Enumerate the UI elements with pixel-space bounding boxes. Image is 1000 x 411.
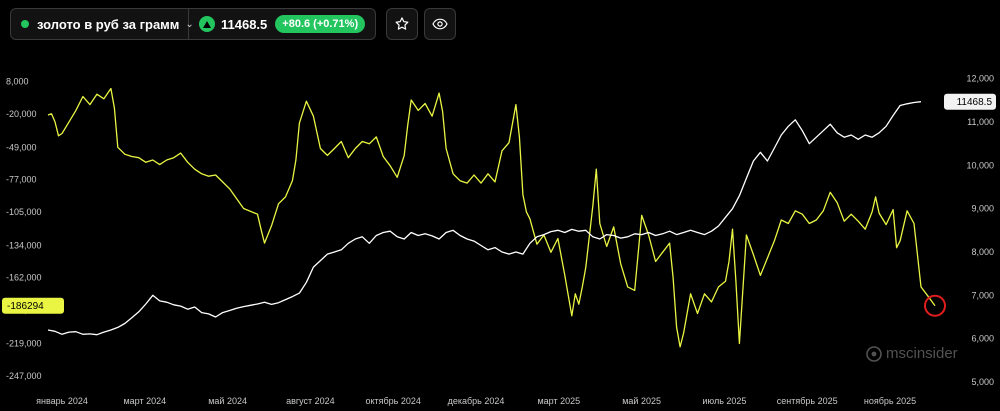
right-tick-label: 5,000 (971, 377, 994, 387)
price-area: 11468.5 +80.6 (+0.71%) (189, 9, 375, 39)
left-tick-label: -162,000 (6, 273, 42, 283)
left-tick-label: -247,000 (6, 371, 42, 381)
x-tick-label: декабрь 2024 (448, 396, 505, 406)
brand-logo-icon (866, 345, 882, 362)
left-axis: 8,000 -20,000 -49,000 -77,000 -105,000 -134,0… (6, 77, 42, 381)
x-tick-label: октябрь 2024 (365, 396, 420, 406)
right-tick-label: 11,000 (967, 117, 994, 127)
gold-price-line (47, 101, 922, 336)
toolbar: золото в руб за грамм ⌄ 11468.5 +80.6 (+… (10, 8, 457, 40)
left-current-value: -186294 (7, 301, 44, 312)
series-layer (47, 87, 936, 348)
right-tick-label: 10,000 (966, 160, 994, 170)
x-tick-label: август 2024 (286, 396, 335, 406)
x-tick-label: сентябрь 2025 (777, 396, 838, 406)
right-tick-label: 9,000 (971, 204, 994, 214)
watermark-text: mscinsider (886, 345, 958, 362)
symbol-selector[interactable]: золото в руб за грамм ⌄ (11, 9, 194, 39)
x-tick-label: июль 2025 (702, 396, 746, 406)
left-current-badge (2, 297, 64, 314)
x-tick-label: май 2025 (622, 396, 661, 406)
favorite-button[interactable] (386, 8, 419, 40)
right-current-value: 11468.5 (957, 97, 993, 108)
left-tick-label: -134,000 (6, 240, 42, 250)
left-tick-label: -49,000 (6, 142, 37, 152)
x-tick-label: март 2025 (537, 396, 580, 406)
price-value: 11468.5 (221, 16, 268, 32)
x-axis: январь 2024 март 2024 май 2024 август 2024 о… (36, 396, 916, 406)
highlight-marker (924, 294, 946, 317)
watermark: mscinsider (866, 345, 958, 362)
eye-icon (432, 18, 448, 30)
symbol-name: золото в руб за грамм (37, 16, 180, 32)
x-tick-label: май 2024 (208, 396, 247, 406)
left-tick-label: 8,000 (6, 77, 29, 87)
right-tick-label: 6,000 (971, 334, 994, 344)
x-tick-label: январь 2024 (36, 396, 88, 406)
left-tick-label: -77,000 (6, 175, 37, 185)
arrow-up-icon (199, 16, 215, 32)
watch-button[interactable] (424, 8, 457, 40)
x-tick-label: ноябрь 2025 (864, 396, 916, 406)
right-current-badge (944, 93, 996, 110)
overlay: -186294 11468.5 (2, 93, 996, 317)
left-tick-label: -20,000 (6, 109, 37, 119)
star-icon (395, 17, 409, 30)
left-tick-label: -105,000 (6, 207, 42, 217)
symbol-box: золото в руб за грамм ⌄ 11468.5 +80.6 (+… (10, 8, 377, 40)
status-dot (21, 20, 29, 28)
right-tick-label: 7,000 (971, 290, 994, 300)
left-tick-label: -219,000 (6, 338, 42, 348)
chevron-down-icon: ⌄ (185, 18, 194, 30)
x-tick-label: март 2024 (123, 396, 166, 406)
right-tick-label: 12,000 (966, 74, 994, 84)
right-axis: 12,000 11,000 10,000 9,000 8,000 7,000 6,000 5,… (966, 74, 994, 387)
change-badge: +80.6 (+0.71%) (275, 15, 366, 33)
right-tick-label: 8,000 (971, 247, 994, 257)
spread-line (47, 87, 936, 348)
